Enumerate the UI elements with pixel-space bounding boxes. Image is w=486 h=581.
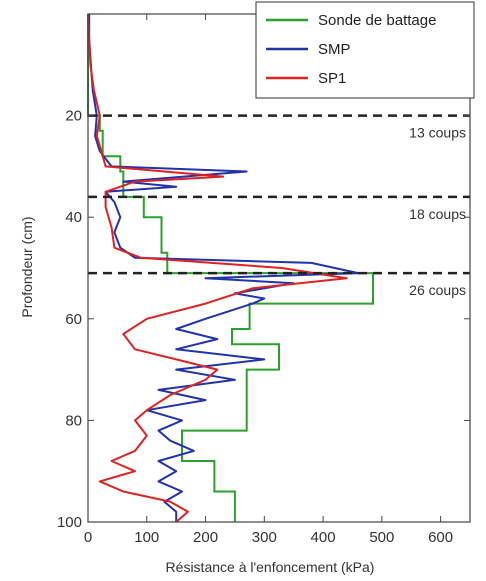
x-tick-label: 600: [428, 529, 453, 546]
y-tick-label: 20: [65, 108, 82, 125]
guide-layer: 13 coups 18 coups 26 coups: [88, 114, 470, 298]
series-line-sp1: [87, 13, 348, 523]
legend-label-sonde-de-battage: Sonde de battage: [318, 12, 436, 29]
annotation-13-coups: 13 coups: [409, 125, 466, 141]
y-tick-label: 60: [65, 311, 82, 328]
x-tick-label: 500: [369, 529, 394, 546]
legend-label-sp1: SP1: [318, 70, 346, 87]
annotation-26-coups: 26 coups: [409, 282, 466, 298]
x-tick-label: 100: [134, 529, 159, 546]
x-axis-title: Résistance à l'enfoncement (kPa): [166, 559, 375, 575]
series-line-smp: [88, 14, 360, 522]
y-tick-label: 100: [57, 514, 82, 531]
x-tick-label: 300: [252, 529, 277, 546]
y-tick-label: 40: [65, 209, 82, 226]
x-tick-label: 0: [84, 529, 92, 546]
legend: Sonde de battage SMP SP1: [255, 1, 475, 99]
annotation-18-coups: 18 coups: [409, 206, 466, 222]
x-tick-label: 200: [193, 529, 218, 546]
y-axis-title: Profondeur (cm): [19, 216, 35, 317]
y-tick-label: 80: [65, 412, 82, 429]
legend-label-smp: SMP: [318, 41, 351, 58]
x-tick-label: 400: [311, 529, 336, 546]
